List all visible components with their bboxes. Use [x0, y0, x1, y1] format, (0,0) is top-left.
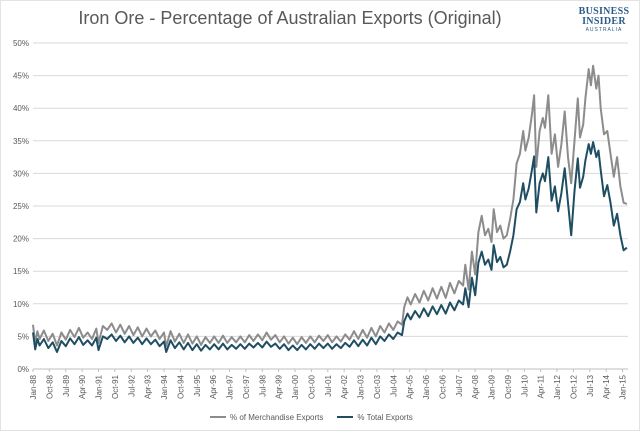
series-line-merchandise-exports [32, 64, 628, 348]
x-tick-label: Jan-91 [95, 374, 104, 399]
x-tick-label: Jan-88 [29, 374, 38, 399]
x-tick-label: Jan-00 [291, 374, 300, 399]
x-tick-label: Apr-96 [209, 374, 218, 399]
x-tick-label: Oct-91 [111, 374, 120, 399]
x-tick-label: Jan-97 [226, 374, 235, 399]
x-tick-label: Apr-02 [340, 374, 349, 399]
x-tick-label: Oct-88 [45, 374, 54, 399]
y-tick-label: 20% [13, 235, 29, 244]
x-tick-label: Jan-06 [422, 374, 431, 399]
legend-label-total: % Total Exports [357, 412, 413, 422]
logo-line-1: BUSINESS [578, 6, 630, 17]
x-tick-label: Oct-03 [373, 374, 382, 399]
x-tick-label: Jan-15 [619, 374, 628, 399]
x-tick-label: Jul-04 [389, 374, 398, 396]
y-tick-label: 50% [13, 39, 29, 48]
x-tick-label: Jan-12 [553, 374, 562, 399]
business-insider-logo: BUSINESS INSIDER AUSTRALIA [578, 5, 630, 35]
x-tick-label: Jul-89 [62, 374, 71, 396]
y-tick-label: 25% [13, 202, 29, 211]
y-tick-label: 45% [13, 72, 29, 81]
y-axis-ticks: 0% 5% 10% 15% 20% 25% 30% 35% 40% 45% 50% [13, 39, 29, 374]
x-tick-label: Apr-14 [602, 374, 611, 399]
x-tick-label: Jul-13 [586, 374, 595, 396]
x-tick-label: Oct-09 [504, 374, 513, 399]
x-tick-label: Jul-10 [520, 374, 529, 396]
x-tick-label: Jul-01 [324, 374, 333, 396]
y-tick-label: 30% [13, 169, 29, 178]
x-tick-label: Apr-90 [78, 374, 87, 399]
legend-swatch-merchandise [210, 416, 226, 418]
x-axis-ticks: Jan-88 Oct-88 Jul-89 Apr-90 Jan-91 Oct-91 Jul-… [29, 369, 628, 399]
x-tick-label: Apr-99 [275, 374, 284, 399]
x-tick-label: Jul-95 [193, 374, 202, 396]
legend: % of Merchandise Exports % Total Exports [210, 410, 427, 424]
y-tick-label: 5% [17, 332, 29, 341]
y-tick-label: 15% [13, 267, 29, 276]
x-tick-label: Oct-94 [176, 374, 185, 399]
x-tick-label: Jul-98 [258, 374, 267, 396]
logo-line-3: AUSTRALIA [585, 27, 623, 33]
legend-item-total: % Total Exports [337, 412, 413, 422]
legend-swatch-total [337, 416, 354, 418]
x-tick-label: Jan-94 [160, 374, 169, 399]
x-tick-label: Apr-08 [471, 374, 480, 399]
y-tick-label: 35% [13, 137, 29, 146]
x-tick-label: Apr-05 [406, 374, 415, 399]
x-tick-label: Jan-09 [488, 374, 497, 399]
x-tick-label: Oct-06 [438, 374, 447, 399]
logo-line-2: INSIDER [582, 16, 626, 27]
y-tick-label: 40% [13, 104, 29, 113]
x-tick-label: Jul-92 [127, 374, 136, 396]
x-tick-label: Oct-12 [569, 374, 578, 399]
chart-title: Iron Ore - Percentage of Australian Expo… [78, 8, 502, 28]
legend-item-merchandise: % of Merchandise Exports [210, 413, 323, 422]
series-line-total-exports [32, 141, 628, 353]
series-lines [32, 64, 628, 353]
x-tick-label: Oct-00 [307, 374, 316, 399]
x-tick-label: Oct-97 [242, 374, 251, 399]
x-tick-label: Jan-03 [357, 374, 366, 399]
x-tick-label: Apr-93 [144, 374, 153, 399]
x-tick-label: Apr-11 [537, 374, 546, 398]
x-tick-label: Jul-07 [455, 374, 464, 396]
y-tick-label: 10% [13, 300, 29, 309]
y-tick-label: 0% [17, 365, 29, 374]
legend-label-merchandise: % of Merchandise Exports [230, 412, 324, 422]
